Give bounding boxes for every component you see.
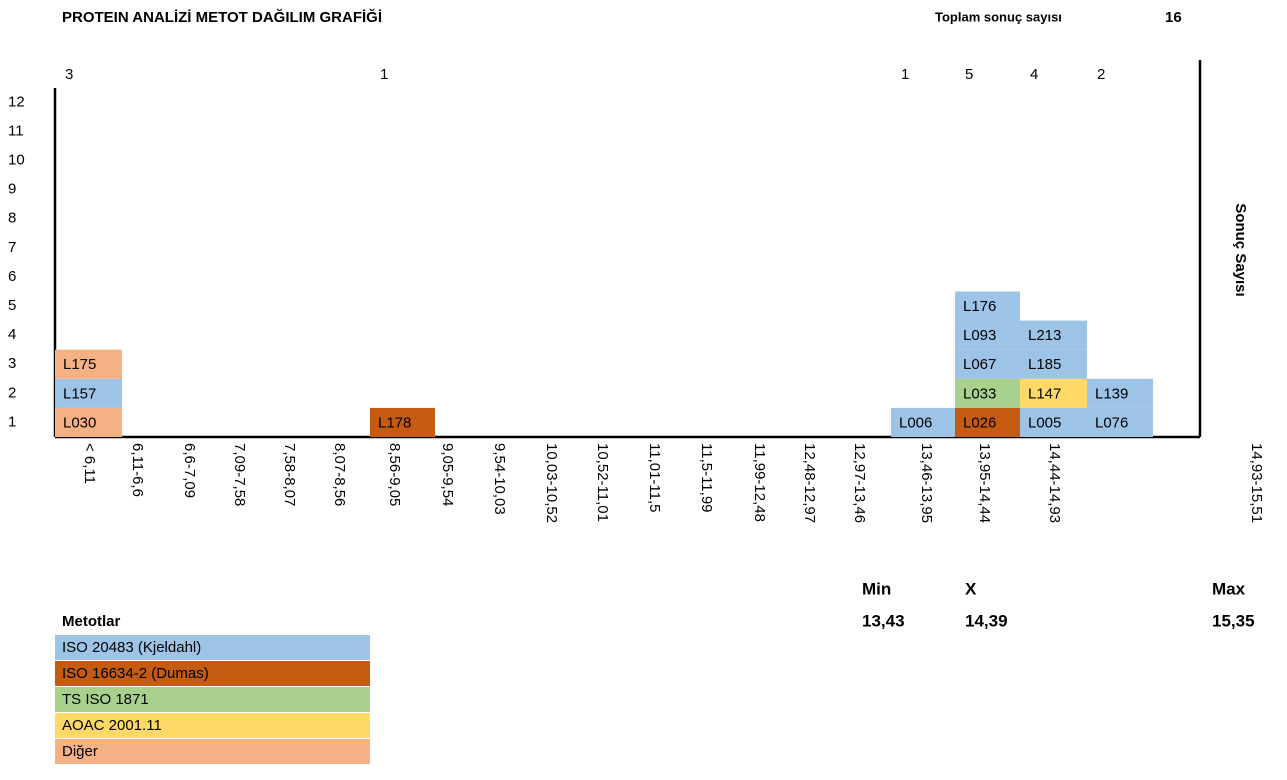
x-tick-label: 13,95-14,44 <box>976 443 993 523</box>
cell <box>55 378 122 408</box>
legend-title: Metotlar <box>62 613 121 630</box>
x-tick-label: 10,03-10,52 <box>543 443 560 523</box>
y-tick-label: 7 <box>8 239 16 256</box>
cell <box>55 407 122 437</box>
stat-label: Min <box>862 579 891 598</box>
cell-label: L213 <box>1028 327 1061 344</box>
column-count: 5 <box>965 66 973 83</box>
y-tick-label: 11 <box>8 122 24 139</box>
y-tick-label: 8 <box>8 210 16 227</box>
legend-label: TS ISO 1871 <box>62 691 149 708</box>
legend-swatch <box>55 739 370 764</box>
cell <box>891 407 955 437</box>
stat-value: 15,35 <box>1212 611 1255 630</box>
x-tick-label: 11,5-11,99 <box>698 443 715 513</box>
cell-label: L176 <box>963 298 996 315</box>
cell <box>1020 407 1087 437</box>
x-tick-label: 6,6-7,09 <box>181 443 198 498</box>
cell <box>370 407 435 437</box>
cell <box>955 291 1020 321</box>
cell-label: L139 <box>1095 385 1128 402</box>
x-tick-label: 12,48-12,97 <box>801 443 818 523</box>
cell-label: L147 <box>1028 385 1061 402</box>
cell <box>955 349 1020 379</box>
stat-value: 14,39 <box>965 611 1008 630</box>
legend-swatch <box>55 635 370 660</box>
x-tick-label: 12,97-13,46 <box>851 443 868 523</box>
cell <box>1020 320 1087 350</box>
x-tick-label: 8,07-8,56 <box>331 443 348 506</box>
y-tick-label: 5 <box>8 297 16 314</box>
legend-label: ISO 16634-2 (Dumas) <box>62 665 209 682</box>
chart-title: PROTEIN ANALİZİ METOT DAĞILIM GRAFİĞİ <box>62 8 382 26</box>
y-tick-label: 12 <box>8 93 25 110</box>
y-tick-label: 4 <box>8 326 16 343</box>
y-tick-label: 1 <box>8 413 16 430</box>
cell <box>955 378 1020 408</box>
legend-label: AOAC 2001.11 <box>62 717 162 734</box>
legend-label: ISO 20483 (Kjeldahl) <box>62 639 201 656</box>
x-tick-label: 9,54-10,03 <box>491 443 508 515</box>
x-tick-label: 10,52-11,01 <box>594 443 611 522</box>
cell-label: L005 <box>1028 414 1061 431</box>
cell <box>955 320 1020 350</box>
stat-label: X <box>965 579 977 598</box>
total-label: Toplam sonuç sayısı <box>935 9 1062 24</box>
y-tick-label: 2 <box>8 384 16 401</box>
x-tick-label: 14,44-14,93 <box>1046 443 1063 523</box>
total-value: 16 <box>1165 9 1182 26</box>
cell <box>55 349 122 379</box>
y-tick-label: 9 <box>8 181 16 198</box>
stat-value: 13,43 <box>862 611 905 630</box>
column-count: 2 <box>1097 66 1105 83</box>
cell-label: L033 <box>963 385 996 402</box>
legend-swatch <box>55 713 370 738</box>
cell-label: L076 <box>1095 414 1128 431</box>
x-tick-label: 11,01-11,5 <box>646 443 663 513</box>
x-tick-label: 13,46-13,95 <box>918 443 935 523</box>
column-count: 1 <box>380 66 388 83</box>
x-tick-label: 11,99-12,48 <box>751 443 768 522</box>
cell-label: L030 <box>63 414 96 431</box>
cell-label: L006 <box>899 414 932 431</box>
legend-swatch <box>55 687 370 712</box>
y-tick-label: 10 <box>8 152 25 169</box>
column-count: 1 <box>901 66 909 83</box>
cell-label: L175 <box>63 356 96 373</box>
y-axis-label: Sonuç Sayısı <box>1232 203 1249 296</box>
cell <box>955 407 1020 437</box>
x-tick-label: 6,11-6,6 <box>129 443 146 497</box>
legend-swatch <box>55 661 370 686</box>
cell <box>1020 349 1087 379</box>
cell-label: L157 <box>63 385 96 402</box>
legend-label: Diğer <box>62 743 98 760</box>
x-tick-label: 14,93-15,51 <box>1248 443 1265 523</box>
column-count: 3 <box>65 66 73 83</box>
cell-label: L026 <box>963 414 996 431</box>
cell-label: L185 <box>1028 356 1061 373</box>
cell-label: L178 <box>378 414 411 431</box>
x-tick-label: 7,58-8,07 <box>281 443 298 506</box>
x-tick-label: 8,56-9,05 <box>386 443 403 506</box>
y-tick-label: 6 <box>8 268 16 285</box>
x-tick-label: < 6,11 <box>81 443 98 484</box>
stat-label: Max <box>1212 579 1246 598</box>
cell <box>1020 378 1087 408</box>
cell <box>1087 407 1153 437</box>
cell-label: L067 <box>963 356 996 373</box>
y-tick-label: 3 <box>8 355 16 372</box>
x-tick-label: 7,09-7,58 <box>231 443 248 506</box>
x-tick-label: 9,05-9,54 <box>439 443 456 506</box>
column-count: 4 <box>1030 66 1038 83</box>
cell <box>1087 378 1153 408</box>
cell-label: L093 <box>963 327 996 344</box>
